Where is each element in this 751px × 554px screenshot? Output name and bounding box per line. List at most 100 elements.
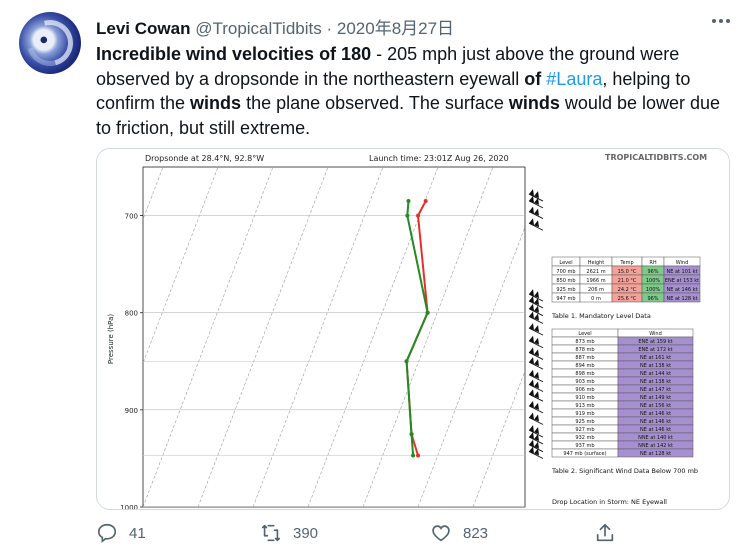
wind-barb	[528, 389, 544, 402]
wind-row-text: NE at 146 kt	[640, 419, 671, 425]
text-2: , helping to confirm the	[96, 68, 691, 114]
text-3: the plane observed. The surface	[241, 93, 509, 113]
wind-barb	[528, 347, 544, 360]
table1-caption: Table 1. Mandatory Level Data	[551, 312, 651, 320]
mandatory-row-text: 206 m	[588, 287, 604, 293]
wind-row-text: 913 mb	[575, 403, 594, 409]
retweet-button[interactable]: 390	[260, 518, 318, 548]
drop-location: Drop Location in Storm: NE Eyewall	[552, 498, 667, 506]
share-button[interactable]	[594, 518, 627, 548]
y-tick-label: 800	[125, 310, 138, 318]
wind-row-text: 910 mb	[575, 395, 594, 401]
wind-barb	[528, 323, 544, 336]
sounding-point	[406, 199, 411, 203]
wind-row-text: NE at 146 kt	[640, 427, 671, 433]
wind-row-text: 919 mb	[575, 411, 594, 417]
table2-caption: Table 2. Significant Wind Data Below 700…	[551, 467, 698, 475]
wind-row-text: ENE at 159 kt	[638, 339, 672, 345]
y-axis-label: Pressure (hPa)	[107, 314, 115, 364]
wind-row-text: NE at 161 kt	[640, 355, 671, 361]
like-button[interactable]: 823	[430, 518, 488, 548]
wind-row-text: 894 mb	[575, 363, 594, 369]
sounding-point	[425, 310, 430, 315]
reply-button[interactable]: 41	[96, 518, 146, 548]
wind-row-text: NE at 138 kt	[640, 379, 671, 385]
wind-barb	[528, 400, 544, 414]
wind-barb	[528, 303, 544, 317]
dropsonde-chart: Dropsonde at 28.4°N, 92.8°W Launch time:…	[97, 149, 729, 509]
retweet-icon	[261, 524, 281, 542]
mandatory-row-text: 1966 m	[586, 278, 605, 284]
wind-row-text: NNE at 142 kt	[638, 443, 673, 449]
wind-barb	[528, 425, 544, 438]
author-handle[interactable]: @TropicalTidbits	[195, 19, 322, 38]
avatar[interactable]	[19, 12, 81, 74]
wind-barb	[528, 379, 544, 392]
more-dots-icon[interactable]	[709, 14, 733, 32]
wind-barb	[528, 189, 544, 202]
isotherm-line	[197, 167, 329, 507]
isotherm-line	[143, 167, 219, 364]
tweet-date[interactable]: 2020年8月27日	[336, 19, 455, 38]
wind-row-text: 887 mb	[575, 355, 594, 361]
sounding-point	[423, 199, 428, 203]
tweet-header: Levi Cowan @TropicalTidbits · 2020年8月27日	[96, 14, 737, 38]
mandatory-row-text: 100%	[646, 278, 661, 284]
wind-row-text: 947 mb (surface)	[563, 451, 606, 457]
wind-barb	[528, 439, 544, 453]
wind-row-text: 937 mb	[575, 443, 594, 449]
hurricane-image	[19, 12, 81, 74]
mandatory-row-text: 947 mb	[556, 296, 575, 302]
text-bold-4: winds	[508, 93, 560, 113]
wind-barb	[528, 195, 544, 209]
mandatory-row-cell	[663, 292, 701, 303]
y-tick-label: 900	[125, 407, 138, 415]
isotherm-line	[252, 167, 384, 507]
wind-barb	[528, 206, 544, 219]
mandatory-row-text: 25.6 °C	[618, 296, 637, 302]
tweet-media-image[interactable]: Dropsonde at 28.4°N, 92.8°W Launch time:…	[96, 148, 730, 510]
mandatory-row-text: NE at 101 kt	[666, 269, 697, 275]
y-tick-label: 700	[125, 213, 138, 221]
author-name[interactable]: Levi Cowan	[96, 19, 191, 38]
wind-row-text: NE at 146 kt	[640, 411, 671, 417]
sounding-point	[416, 213, 421, 218]
wind-barb	[528, 431, 544, 445]
wind-row-cell	[617, 448, 694, 458]
wind-barb	[528, 218, 544, 231]
chart-title-left: Dropsonde at 28.4°N, 92.8°W	[145, 154, 264, 163]
wind-row-text: 925 mb	[575, 419, 594, 425]
mandatory-header-text: Wind	[676, 260, 689, 266]
mandatory-row-text: NE at 146 kt	[666, 287, 697, 293]
share-icon	[596, 523, 614, 542]
text-4: would be lower due to friction, but stil…	[96, 93, 721, 138]
text-bold-3: winds	[190, 93, 242, 113]
wind-row-text: NE at 128 kt	[640, 451, 671, 457]
wind-row-text: NE at 147 kt	[640, 387, 671, 393]
mandatory-row-text: 850 mb	[556, 278, 575, 284]
wind-row-text: NE at 156 kt	[640, 403, 671, 409]
text-bold-1: Incredible wind velocities of 180	[96, 44, 372, 64]
wind-barb	[528, 295, 544, 309]
hashtag-link[interactable]: #Laura	[546, 68, 603, 89]
sounding-line	[405, 200, 429, 456]
mandatory-header-text: RH	[649, 260, 656, 266]
isotherm-line	[307, 167, 439, 507]
mandatory-row-text: 2621 m	[586, 269, 605, 275]
wind-row-text: 898 mb	[575, 371, 594, 377]
wind-row-text: 927 mb	[575, 427, 594, 433]
sounding-point	[409, 432, 414, 437]
isotherm-line	[143, 167, 274, 507]
wind-barb	[528, 311, 544, 324]
isotherm-line	[362, 167, 494, 507]
mandatory-row-text: 100%	[646, 287, 661, 293]
wind-row-text: 903 mb	[575, 379, 594, 385]
wind-header-text: Wind	[649, 331, 662, 337]
wind-row-text: 878 mb	[575, 347, 594, 353]
mandatory-row-text: 15.0 °C	[618, 269, 637, 275]
action-bar: 41 390 823	[96, 518, 736, 548]
wind-barb	[528, 289, 544, 302]
reply-icon	[97, 523, 117, 543]
text-1: - 205 mph just above the ground were obs…	[96, 44, 680, 89]
chart-title-right: Launch time: 23:01Z Aug 26, 2020	[369, 154, 509, 163]
